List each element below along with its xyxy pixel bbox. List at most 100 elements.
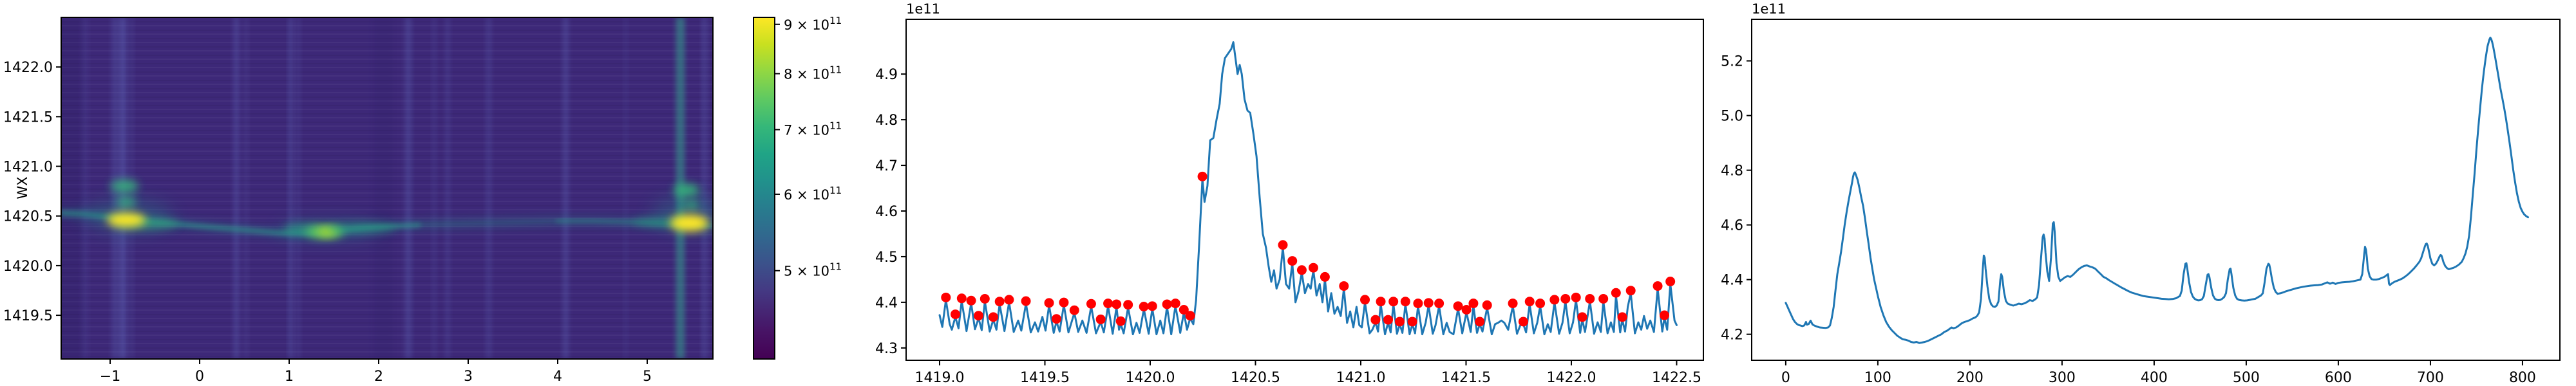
peak-marker bbox=[1185, 311, 1195, 321]
y-tick-label: 5.2 bbox=[1721, 54, 1743, 70]
peak-marker bbox=[1468, 299, 1479, 309]
peak-marker bbox=[1278, 240, 1288, 250]
peak-marker bbox=[1611, 288, 1621, 298]
peak-marker bbox=[1549, 295, 1560, 305]
peak-marker bbox=[1585, 293, 1595, 304]
x-tick-label: −1 bbox=[100, 369, 120, 385]
x-tick-label: 1421.0 bbox=[1336, 370, 1385, 386]
x-tick-label: 4 bbox=[553, 369, 562, 385]
peak-marker bbox=[1482, 300, 1492, 310]
heatmap-blob bbox=[683, 200, 700, 210]
heatmap-band bbox=[244, 17, 249, 359]
x-tick-label: 300 bbox=[2049, 370, 2076, 386]
peak-marker bbox=[1095, 314, 1106, 324]
peak-marker bbox=[1653, 281, 1663, 291]
y-tick-label: 4.8 bbox=[875, 113, 898, 129]
heatmap-band bbox=[296, 17, 300, 359]
y-tick-label: 4.9 bbox=[875, 67, 898, 83]
heatmap-band bbox=[445, 17, 450, 359]
peak-marker bbox=[1112, 299, 1122, 309]
colorbar: 9 × 1011 8 × 1011 7 × 1011 6 × 1011 5 × 1011 bbox=[753, 15, 842, 360]
x-tick-label: 1419.0 bbox=[914, 370, 964, 386]
peak-marker bbox=[1360, 295, 1370, 305]
plot-frame bbox=[61, 17, 714, 360]
heatmap-band bbox=[701, 17, 707, 359]
peak-marker bbox=[1394, 317, 1405, 327]
axis-scale-offset: 1e11 bbox=[906, 1, 940, 17]
plot-frame bbox=[905, 19, 1704, 361]
y-tick-label: 5.0 bbox=[1721, 109, 1743, 125]
peak-marker bbox=[1086, 299, 1096, 309]
x-tick-label: 1 bbox=[285, 369, 294, 385]
heatmap-blob bbox=[674, 183, 700, 197]
x-tick-label: 400 bbox=[2141, 370, 2168, 386]
x-tick-label: 0 bbox=[1781, 370, 1790, 386]
peak-marker bbox=[1660, 310, 1670, 320]
peak-marker bbox=[1625, 286, 1636, 296]
heatmap-band bbox=[404, 17, 412, 359]
peak-marker bbox=[1571, 292, 1581, 302]
y-tick-label: 4.4 bbox=[875, 295, 898, 311]
heatmap-band bbox=[233, 17, 240, 359]
axis-scale-offset: 1e11 bbox=[1752, 1, 1786, 17]
y-tick-label: 4.8 bbox=[1721, 163, 1743, 179]
peak-marker bbox=[1339, 281, 1349, 291]
x-tick-label: 3 bbox=[464, 369, 473, 385]
y-tick-label: 4.2 bbox=[1721, 327, 1743, 344]
peak-marker bbox=[988, 312, 998, 322]
colorbar-gradient bbox=[753, 17, 775, 359]
heatmap-band bbox=[486, 17, 491, 359]
peak-marker bbox=[1147, 301, 1157, 311]
peak-marker bbox=[951, 309, 961, 320]
y-tick-label: 4.6 bbox=[875, 204, 898, 220]
x-tick-label: 100 bbox=[1864, 370, 1891, 386]
peak-marker bbox=[1179, 305, 1189, 315]
peak-marker bbox=[1560, 293, 1571, 304]
colorbar-tick-label: 8 × 1011 bbox=[784, 64, 842, 82]
heatmap-blob bbox=[325, 223, 397, 234]
peak-marker bbox=[1004, 295, 1014, 305]
y-tick-label: 1419.5 bbox=[3, 308, 53, 324]
colorbar-frame bbox=[753, 17, 775, 360]
heatmap-band bbox=[562, 17, 569, 359]
data-line bbox=[938, 41, 1678, 336]
peak-marker bbox=[1383, 315, 1393, 325]
peak-marker bbox=[1475, 317, 1485, 327]
peak-marker bbox=[980, 293, 990, 304]
heatmap-band bbox=[82, 17, 89, 359]
peak-marker bbox=[1051, 314, 1061, 324]
y-tick-label: 1422.0 bbox=[3, 60, 53, 76]
peak-marker bbox=[1518, 317, 1528, 327]
peak-marker bbox=[1617, 312, 1627, 322]
peak-marker bbox=[1508, 299, 1518, 309]
heatmap-band bbox=[373, 17, 393, 359]
peak-marker bbox=[1021, 296, 1031, 306]
y-tick-label: 1421.5 bbox=[3, 109, 53, 125]
y-tick-label: 4.4 bbox=[1721, 273, 1743, 289]
x-tick-label: 800 bbox=[2509, 370, 2536, 386]
y-tick-label: 4.7 bbox=[875, 158, 898, 174]
colorbar-tick-label: 5 × 1011 bbox=[784, 261, 842, 279]
peak-marker bbox=[1535, 299, 1546, 309]
x-tick-label: 200 bbox=[1956, 370, 1984, 386]
y-tick-label: 4.6 bbox=[1721, 218, 1743, 234]
peak-marker bbox=[1139, 302, 1149, 312]
x-tick-label: 0 bbox=[195, 369, 204, 385]
peak-marker bbox=[1413, 299, 1423, 309]
peak-marker bbox=[1320, 271, 1330, 282]
middle-line-chart: 1419.0 1419.5 1420.0 1420.5 1421.0 1421.5 1422… bbox=[875, 1, 1704, 386]
peak-marker bbox=[1308, 262, 1318, 273]
peak-marker bbox=[1598, 293, 1609, 304]
peak-marker bbox=[1376, 297, 1386, 307]
peak-marker bbox=[1577, 312, 1587, 322]
heatmap-ridge bbox=[417, 219, 559, 226]
plot-frame bbox=[1751, 19, 2561, 361]
heatmap-blob bbox=[110, 179, 139, 193]
x-tick-label: 1422.5 bbox=[1652, 370, 1701, 386]
y-tick-label: 4.5 bbox=[875, 250, 898, 266]
x-tick-label: 5 bbox=[643, 369, 652, 385]
peak-marker bbox=[1197, 171, 1208, 181]
peak-marker bbox=[1170, 299, 1180, 309]
